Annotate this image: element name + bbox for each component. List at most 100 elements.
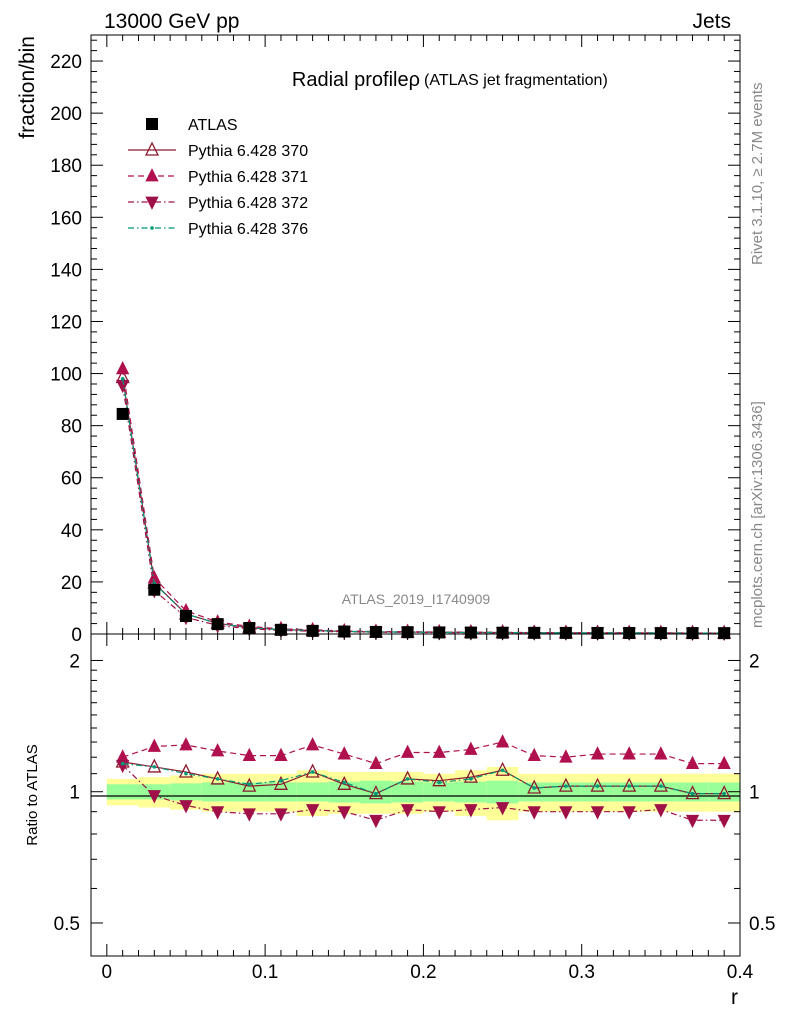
ratio-data-point: [210, 806, 225, 820]
ratio-data-point: [152, 765, 157, 769]
ratio-y-tick-label: 2: [69, 651, 80, 672]
ratio-data-point: [310, 770, 315, 774]
data-point: [496, 626, 509, 639]
data-point: [464, 626, 477, 639]
ratio-data-point: [184, 771, 188, 776]
y-tick-label: 140: [50, 260, 82, 281]
legend-marker: [144, 141, 160, 156]
data-point: [528, 626, 541, 639]
ratio-data-point: [400, 770, 415, 785]
data-point: [433, 626, 446, 639]
ratio-data-point: [337, 806, 351, 820]
legend-label: ATLAS: [188, 117, 238, 134]
ratio-data-point: [527, 806, 541, 820]
data-point: [623, 627, 636, 640]
ratio-data-point: [432, 806, 446, 820]
legend-label: Pythia 6.428 376: [188, 221, 308, 238]
ratio-data-point: [595, 784, 600, 788]
stat-uncertainty-band: [645, 782, 677, 802]
ratio-data-point: [215, 777, 220, 781]
ratio-data-point: [622, 777, 637, 792]
ratio-data-point: [690, 791, 695, 796]
ratio-data-point: [374, 791, 378, 796]
ratio-data-point: [369, 755, 383, 770]
ratio-data-point: [279, 778, 283, 783]
ratio-data-point: [242, 747, 256, 762]
y-tick-label: 0: [71, 625, 82, 646]
rivet-label: Rivet 3.1.10, ≥ 2.7M events: [749, 83, 766, 266]
ratio-data-point: [120, 761, 125, 766]
ratio-data-point: [654, 746, 668, 760]
ratio-data-point: [685, 814, 700, 829]
ratio-data-point: [653, 777, 668, 792]
stat-uncertainty-band: [550, 782, 582, 802]
ratio-data-point: [432, 744, 446, 758]
legend-marker: [145, 168, 159, 182]
stat-uncertainty-band: [391, 781, 424, 803]
stat-uncertainty-band: [233, 782, 266, 802]
ratio-data-point: [717, 814, 731, 829]
ratio-data-point: [178, 763, 194, 778]
ratio-data-point: [590, 746, 605, 760]
ratio-data-point: [564, 784, 568, 788]
stat-uncertainty-band: [201, 782, 234, 802]
legend-label: Pythia 6.428 370: [188, 143, 308, 160]
ratio-data-point: [437, 780, 442, 785]
data-point: [718, 627, 731, 640]
data-point: [654, 627, 667, 640]
ratio-data-point: [717, 785, 732, 800]
y-tick-label: 40: [61, 521, 82, 542]
ratio-data-point: [274, 747, 288, 762]
ratio-data-point: [464, 804, 478, 818]
data-point: [243, 622, 256, 635]
ratio-data-point: [622, 746, 636, 760]
ratio-data-point: [469, 777, 473, 781]
ratio-data-point: [495, 734, 510, 748]
ratio-data-point: [147, 738, 161, 752]
main-series-layer: [115, 360, 732, 642]
data-point: [591, 626, 604, 639]
stat-uncertainty-band: [486, 780, 519, 804]
ratio-data-point: [432, 772, 447, 787]
stat-uncertainty-band: [455, 781, 487, 803]
ratio-data-point: [247, 782, 252, 787]
ratio-data-point: [590, 806, 605, 820]
ratio-series-line: [122, 741, 725, 765]
data-point: [369, 625, 382, 638]
ratio-y-tick-label-right: 1: [749, 783, 760, 804]
y-tick-label: 200: [50, 104, 82, 125]
main-x-ticks: [106, 35, 741, 634]
ratio-data-point: [463, 768, 478, 783]
chart-subtitle: (ATLAS jet fragmentation): [424, 72, 608, 89]
ratio-y-axis-label: Ratio to ATLAS: [24, 744, 41, 845]
ratio-data-point: [659, 784, 663, 788]
ratio-series-line: [122, 763, 725, 795]
y-axis-label: fraction/bin: [16, 36, 39, 139]
analysis-id-label: ATLAS_2019_I1740909: [342, 591, 491, 607]
data-point: [274, 623, 287, 636]
legend-marker: [150, 226, 154, 230]
data-point: [338, 625, 351, 638]
ratio-data-point: [654, 804, 668, 818]
stat-uncertainty-band: [423, 782, 456, 802]
x-axis-label: r: [731, 986, 738, 1009]
ratio-data-point: [685, 755, 700, 770]
ratio-data-point: [179, 800, 193, 814]
ratio-data-point: [464, 741, 478, 755]
x-tick-label: 0.2: [410, 962, 436, 983]
ratio-data-point: [242, 777, 257, 792]
ratio-y-axis: 0.5 0.5 1 1 2 2: [54, 651, 776, 935]
data-point: [120, 376, 125, 381]
ratio-data-point: [405, 777, 410, 781]
ratio-data-point: [527, 747, 541, 762]
ratio-data-point: [532, 786, 537, 790]
ratio-data-point: [342, 780, 347, 785]
y-tick-label: 180: [50, 156, 82, 177]
stat-uncertainty-band: [106, 784, 139, 800]
y-tick-label: 20: [61, 573, 82, 594]
stat-uncertainty-band: [613, 782, 646, 802]
ratio-data-point: [242, 808, 256, 822]
ratio-data-point: [622, 806, 636, 820]
data-point: [401, 626, 414, 639]
